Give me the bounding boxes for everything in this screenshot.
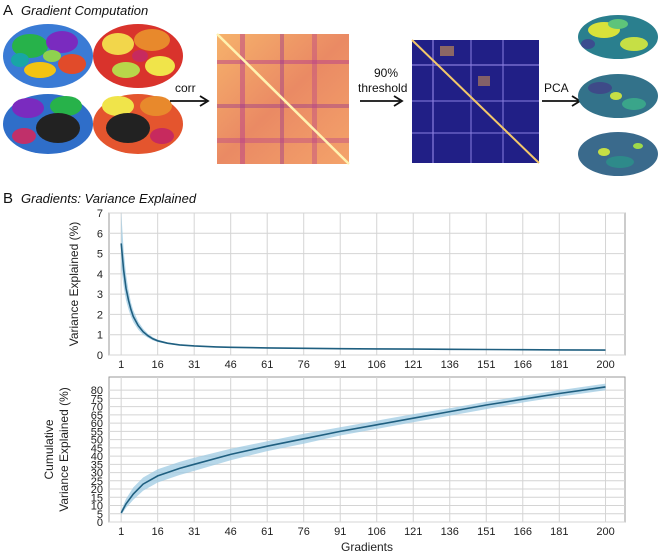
arrow-corr [170,95,210,107]
x-tick-label: 106 [368,359,386,371]
x-tick-label: 31 [188,526,200,538]
y-tick-label: 7 [97,208,103,220]
x-tick-label: 1 [118,359,124,371]
chart1-x-ticks: 1 16 31 46 61 76 91 106 121 136 151 166 181 200 [118,359,615,371]
y-tick-label: 50 [91,435,103,447]
x-tick-label: 136 [441,526,459,538]
brain-lateral-right-warm [93,24,183,88]
y-tick-label: 15 [91,492,103,504]
chart1-series [120,211,606,351]
x-tick-label: 61 [261,526,273,538]
x-tick-label: 76 [298,359,310,371]
y-tick-label: 20 [91,484,103,496]
x-tick-label: 16 [152,526,164,538]
y-tick-label: 0 [97,517,103,529]
connectivity-matrix [216,33,350,165]
y-tick-label: 0 [97,350,103,362]
x-tick-label: 16 [152,359,164,371]
x-tick-label: 136 [441,359,459,371]
x-tick-label: 200 [596,526,614,538]
cumulative-variance-chart: 1 16 31 46 61 76 91 106 121 136 151 166 181 200 05101… [42,376,626,554]
panel-a-letter: A [3,2,13,19]
chart2-plot-area [108,376,626,523]
step-label-pca: PCA [544,81,569,95]
confidence-band [121,383,606,515]
panel-b-letter: B [3,190,13,207]
arrow-pca [542,95,582,107]
y-tick-label: 3 [97,289,103,301]
x-tick-label: 76 [298,526,310,538]
brain-lateral-left-cool [3,24,93,88]
gradient-brain-2 [578,74,658,118]
y-tick-label: 40 [91,451,103,463]
x-tick-label: 106 [368,526,386,538]
x-tick-label: 46 [225,359,237,371]
y-tick-label: 1 [97,330,103,342]
x-tick-label: 1 [118,526,124,538]
y-tick-label: 80 [91,385,103,397]
y-tick-label: 25 [91,476,103,488]
step-label-threshold-line2: threshold [358,81,407,95]
y-tick-label: 4 [97,269,103,281]
x-tick-label: 46 [225,526,237,538]
y-tick-label: 75 [91,393,103,405]
panel-a-title: Gradient Computation [21,3,148,18]
arrow-threshold [360,95,404,107]
chart1-y-ticks: 0 1 2 3 4 5 6 7 [97,208,103,362]
mean-line [120,386,606,514]
y-tick-label: 5 [97,249,103,261]
x-tick-label: 166 [514,526,532,538]
y-tick-label: 65 [91,410,103,422]
chart2-series [120,383,606,515]
y-tick-label: 60 [91,418,103,430]
y-tick-label: 5 [97,509,103,521]
gradient-brain-1 [578,15,658,59]
mean-line [120,243,606,351]
y-tick-label: 35 [91,459,103,471]
x-tick-label: 91 [334,526,346,538]
x-tick-label: 200 [596,359,614,371]
x-tick-label: 121 [404,359,422,371]
step-label-corr: corr [175,81,196,95]
y-tick-label: 2 [97,309,103,321]
y-tick-label: 45 [91,443,103,455]
x-tick-label: 61 [261,359,273,371]
brain-medial-right-warm [93,94,183,154]
y-tick-label: 10 [91,501,103,513]
x-tick-label: 181 [550,526,568,538]
chart1-y-axis-label: Variance Explained (%) [67,222,81,347]
panel-b-title: Gradients: Variance Explained [21,191,197,206]
parcellation-brains [3,24,183,154]
chart2-x-axis-label: Gradients [341,540,393,554]
x-tick-label: 151 [477,359,495,371]
gradient-brains [578,15,658,176]
y-tick-label: 70 [91,402,103,414]
y-tick-label: 6 [97,228,103,240]
x-tick-label: 31 [188,359,200,371]
chart2-y-axis-label-line1: Cumulative [42,419,56,479]
chart2-x-ticks: 1 16 31 46 61 76 91 106 121 136 151 166 181 200 [118,526,615,538]
x-tick-label: 151 [477,526,495,538]
step-label-threshold-line1: 90% [374,66,398,80]
chart2-y-axis-label-line2: Variance Explained (%) [57,387,71,512]
x-tick-label: 121 [404,526,422,538]
thresholded-matrix [411,39,540,164]
brain-medial-left-cool [3,94,93,154]
gradient-brain-3 [578,132,658,176]
variance-explained-chart: 1 16 31 46 61 76 91 106 121 136 151 166 181 200 01234… [67,208,626,371]
x-tick-label: 166 [514,359,532,371]
y-tick-label: 30 [91,468,103,480]
chart1-plot-area [108,212,626,356]
x-tick-label: 181 [550,359,568,371]
x-tick-label: 91 [334,359,346,371]
y-tick-label: 55 [91,426,103,438]
chart1-grid [109,212,625,356]
